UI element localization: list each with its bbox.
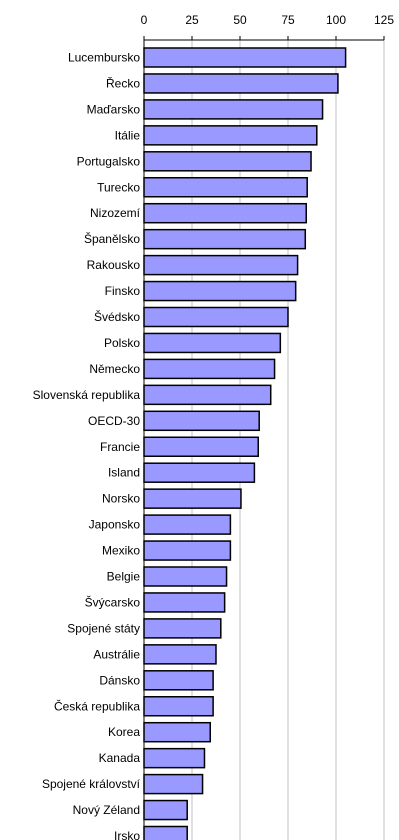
category-label: Itálie	[115, 128, 141, 142]
category-label: Spojené království	[42, 777, 141, 791]
bar-11	[143, 332, 282, 354]
x-tick-label: 25	[185, 13, 199, 27]
bar-26	[143, 721, 211, 743]
bar-7	[143, 228, 307, 250]
x-tick-label: 125	[374, 13, 394, 27]
bar-24	[143, 670, 214, 691]
category-label: Finsko	[105, 284, 141, 298]
bar-15	[143, 436, 259, 457]
bars	[143, 47, 347, 840]
bar-14	[143, 410, 260, 432]
category-label: Island	[108, 466, 140, 480]
category-label: Slovenská republika	[33, 388, 141, 402]
category-labels: Lucembursko Řecko Maďarsko Itálie Portugalsk…	[33, 51, 141, 840]
bar-3	[143, 125, 318, 146]
bar-20	[143, 566, 228, 587]
bar-9	[143, 280, 297, 302]
bar-5	[143, 177, 308, 198]
category-label: Korea	[108, 725, 140, 739]
bar-13	[143, 384, 272, 406]
bar-0	[143, 47, 347, 68]
bar-18	[143, 514, 232, 535]
category-label: Španělsko	[84, 231, 140, 246]
category-label: Kanada	[99, 751, 141, 765]
bar-2	[143, 99, 324, 120]
category-label: Dánsko	[99, 673, 140, 687]
category-label: Francie	[100, 440, 140, 454]
bar-30	[143, 825, 188, 840]
bar-4	[143, 151, 312, 172]
bar-21	[143, 592, 226, 613]
bar-27	[143, 747, 206, 769]
category-label: Spojené státy	[67, 621, 140, 635]
category-label: Norsko	[102, 492, 140, 506]
category-label: Lucembursko	[68, 51, 140, 65]
category-label: Japonsko	[89, 518, 141, 532]
bar-10	[143, 306, 289, 328]
x-axis: 0 25 50 75 100 125	[141, 13, 394, 840]
x-tick-label: 50	[233, 13, 247, 27]
category-label: Austrálie	[93, 647, 140, 661]
bar-1	[143, 73, 339, 94]
x-tick-label: 75	[281, 13, 295, 27]
bar-22	[143, 618, 222, 639]
bar-19	[143, 540, 232, 561]
category-label: Mexiko	[102, 544, 140, 558]
bar-28	[143, 773, 204, 795]
x-tick-label: 100	[326, 13, 346, 27]
category-label: Německo	[89, 362, 140, 376]
x-tick-label: 0	[141, 13, 148, 27]
category-label: Maďarsko	[87, 102, 141, 116]
category-label: Turecko	[97, 180, 140, 194]
bar-12	[143, 358, 276, 380]
category-label: Polsko	[104, 336, 140, 350]
category-label: Belgie	[107, 570, 141, 584]
bar-29	[143, 799, 188, 821]
category-label: Nizozemí	[90, 206, 141, 220]
category-label: OECD-30	[88, 414, 140, 428]
category-label: Švýcarsko	[85, 594, 141, 609]
category-label: Švédsko	[94, 309, 140, 324]
bar-8	[143, 254, 299, 276]
category-label: Řecko	[106, 75, 140, 90]
category-label: Irsko	[114, 829, 140, 840]
bar-25	[143, 696, 214, 717]
category-label: Nový Zéland	[73, 803, 140, 817]
bar-6	[143, 202, 307, 224]
bar-23	[143, 644, 217, 665]
category-label: Česká republika	[54, 698, 140, 713]
bar-17	[143, 488, 242, 509]
bar-16	[143, 462, 256, 483]
category-label: Rakousko	[87, 258, 141, 272]
category-label: Portugalsko	[77, 154, 141, 168]
